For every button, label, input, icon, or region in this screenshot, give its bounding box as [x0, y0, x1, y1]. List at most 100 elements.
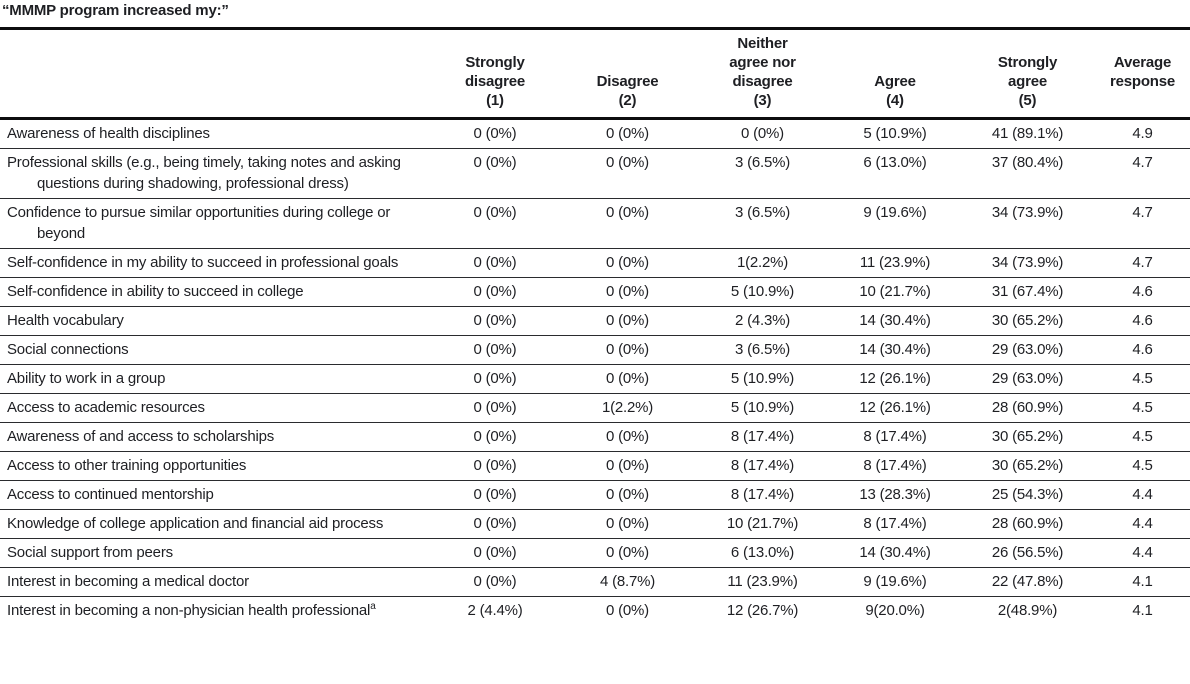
- value-cell-agree: 9 (19.6%): [830, 198, 960, 249]
- value-cell-neither: 3 (6.5%): [695, 148, 830, 199]
- row-label: Access to other training opportunities: [0, 451, 430, 481]
- table-title: “MMMP program increased my:”: [2, 2, 229, 19]
- column-header-agree: Agree (4): [830, 28, 960, 120]
- value-cell-strongly-disagree: 0 (0%): [430, 277, 560, 307]
- value-cell-strongly-agree: 29 (63.0%): [960, 335, 1095, 365]
- likert-results-table: Strongly disagree (1) Disagree (2) Neither…: [0, 27, 1190, 625]
- value-cell-agree: 14 (30.4%): [830, 538, 960, 568]
- value-cell-strongly-disagree: 0 (0%): [430, 509, 560, 539]
- table-row: Access to continued mentorship 0 (0%) 0 (0…: [0, 480, 1190, 510]
- average-response-cell: 4.4: [1095, 480, 1190, 510]
- value-cell-agree: 11 (23.9%): [830, 248, 960, 278]
- value-cell-strongly-agree: 41 (89.1%): [991, 125, 1064, 142]
- value-cell-neither: 3 (6.5%): [695, 198, 830, 249]
- row-label: Social support from peers: [0, 538, 430, 568]
- value-cell-neither: 5 (10.9%): [695, 364, 830, 394]
- value-cell-neither: 2 (4.3%): [695, 306, 830, 336]
- row-label: Knowledge of college application and fin…: [0, 509, 430, 539]
- column-header-strongly-disagree: Strongly disagree (1): [430, 28, 560, 120]
- value-cell-strongly-disagree: 0 (0%): [430, 538, 560, 568]
- value-cell-strongly-disagree: 0 (0%): [430, 451, 560, 481]
- column-header-disagree: Disagree (2): [560, 28, 695, 120]
- row-label: Access to continued mentorship: [0, 480, 430, 510]
- value-cell-neither: 8 (17.4%): [695, 451, 830, 481]
- value-cell-agree: 6 (13.0%): [830, 148, 960, 199]
- row-label: Professional skills (e.g., being timely,…: [0, 148, 430, 199]
- table-row: Self-confidence in my ability to succeed…: [0, 248, 1190, 278]
- header-row: Strongly disagree (1) Disagree (2) Neither…: [0, 28, 1190, 120]
- average-response-cell: 4.5: [1095, 393, 1190, 423]
- table-row: Confidence to pursue similar opportuniti…: [0, 198, 1190, 249]
- value-cell-strongly-agree: 2(48.9%): [960, 596, 1095, 625]
- value-cell-agree: 5 (10.9%): [863, 125, 927, 142]
- value-cell-strongly-disagree: 0 (0%): [473, 125, 517, 142]
- row-label: Ability to work in a group: [0, 364, 430, 394]
- table-row: Professional skills (e.g., being timely,…: [0, 148, 1190, 199]
- value-cell-neither: 0 (0%): [741, 125, 784, 142]
- table-row: Access to other training opportunities 0 …: [0, 451, 1190, 481]
- value-cell-strongly-disagree: 0 (0%): [430, 480, 560, 510]
- value-cell-disagree: 0 (0%): [560, 248, 695, 278]
- value-cell-strongly-agree: 28 (60.9%): [960, 509, 1095, 539]
- value-cell-agree: 8 (17.4%): [830, 451, 960, 481]
- value-cell-neither: 6 (13.0%): [695, 538, 830, 568]
- row-label: Confidence to pursue similar opportuniti…: [0, 198, 430, 249]
- table-row: Interest in becoming a non-physician hea…: [0, 596, 1190, 625]
- average-response-cell: 4.4: [1095, 538, 1190, 568]
- value-cell-agree: 10 (21.7%): [830, 277, 960, 307]
- table-row: Awareness of and access to scholarships 0…: [0, 422, 1190, 452]
- average-response-cell: 4.1: [1095, 596, 1190, 625]
- value-cell-agree: 14 (30.4%): [830, 306, 960, 336]
- value-cell-neither: 8 (17.4%): [695, 422, 830, 452]
- value-cell-strongly-disagree: 0 (0%): [430, 248, 560, 278]
- value-cell-strongly-agree: 28 (60.9%): [960, 393, 1095, 423]
- value-cell-strongly-agree: 30 (65.2%): [960, 422, 1095, 452]
- average-response-cell: 4.6: [1095, 306, 1190, 336]
- table-row: Ability to work in a group 0 (0%) 0 (0%) 5 …: [0, 364, 1190, 394]
- average-response-cell: 4.7: [1095, 198, 1190, 249]
- value-cell-strongly-agree: 29 (63.0%): [960, 364, 1095, 394]
- value-cell-disagree: 4 (8.7%): [560, 567, 695, 597]
- value-cell-disagree: 0 (0%): [560, 335, 695, 365]
- value-cell-disagree: 1(2.2%): [560, 393, 695, 423]
- value-cell-neither: 8 (17.4%): [695, 480, 830, 510]
- average-response-cell: 4.5: [1095, 364, 1190, 394]
- value-cell-agree: 12 (26.1%): [830, 364, 960, 394]
- value-cell-strongly-disagree: 0 (0%): [430, 567, 560, 597]
- value-cell-strongly-disagree: 0 (0%): [430, 335, 560, 365]
- value-cell-disagree: 0 (0%): [560, 306, 695, 336]
- value-cell-neither: 1(2.2%): [695, 248, 830, 278]
- value-cell-strongly-disagree: 0 (0%): [430, 306, 560, 336]
- value-cell-disagree: 0 (0%): [560, 451, 695, 481]
- table-row: Interest in becoming a medical doctor 0 (…: [0, 567, 1190, 597]
- value-cell-neither: 12 (26.7%): [695, 596, 830, 625]
- average-response-cell: 4.1: [1095, 567, 1190, 597]
- value-cell-neither: 3 (6.5%): [695, 335, 830, 365]
- table-row: Social connections 0 (0%) 0 (0%) 3 (6.5%) 14…: [0, 335, 1190, 365]
- value-cell-strongly-disagree: 2 (4.4%): [430, 596, 560, 625]
- average-response-cell: 4.7: [1095, 248, 1190, 278]
- row-label: Awareness of and access to scholarships: [0, 422, 430, 452]
- value-cell-strongly-disagree: 0 (0%): [430, 393, 560, 423]
- row-label: Health vocabulary: [0, 306, 430, 336]
- value-cell-agree: 9(20.0%): [830, 596, 960, 625]
- table-row: Social support from peers 0 (0%) 0 (0%) 6 (…: [0, 538, 1190, 568]
- column-header-strongly-agree: Strongly agree (5): [960, 28, 1095, 120]
- value-cell-strongly-disagree: 0 (0%): [430, 198, 560, 249]
- value-cell-agree: 9 (19.6%): [830, 567, 960, 597]
- value-cell-strongly-disagree: 0 (0%): [430, 422, 560, 452]
- table-header: Strongly disagree (1) Disagree (2) Neither…: [0, 28, 1190, 120]
- value-cell-agree: 14 (30.4%): [830, 335, 960, 365]
- average-response-cell: 4.5: [1095, 451, 1190, 481]
- value-cell-strongly-agree: 34 (73.9%): [960, 248, 1095, 278]
- row-label: Self-confidence in ability to succeed in…: [0, 277, 430, 307]
- value-cell-disagree: 0 (0%): [560, 480, 695, 510]
- average-response-cell: 4.4: [1095, 509, 1190, 539]
- average-response-cell: 4.6: [1095, 277, 1190, 307]
- row-label: Interest in becoming a non-physician hea…: [0, 596, 430, 625]
- value-cell-strongly-agree: 30 (65.2%): [960, 451, 1095, 481]
- value-cell-strongly-agree: 22 (47.8%): [960, 567, 1095, 597]
- footnote-marker: a: [370, 601, 376, 612]
- value-cell-disagree: 0 (0%): [560, 148, 695, 199]
